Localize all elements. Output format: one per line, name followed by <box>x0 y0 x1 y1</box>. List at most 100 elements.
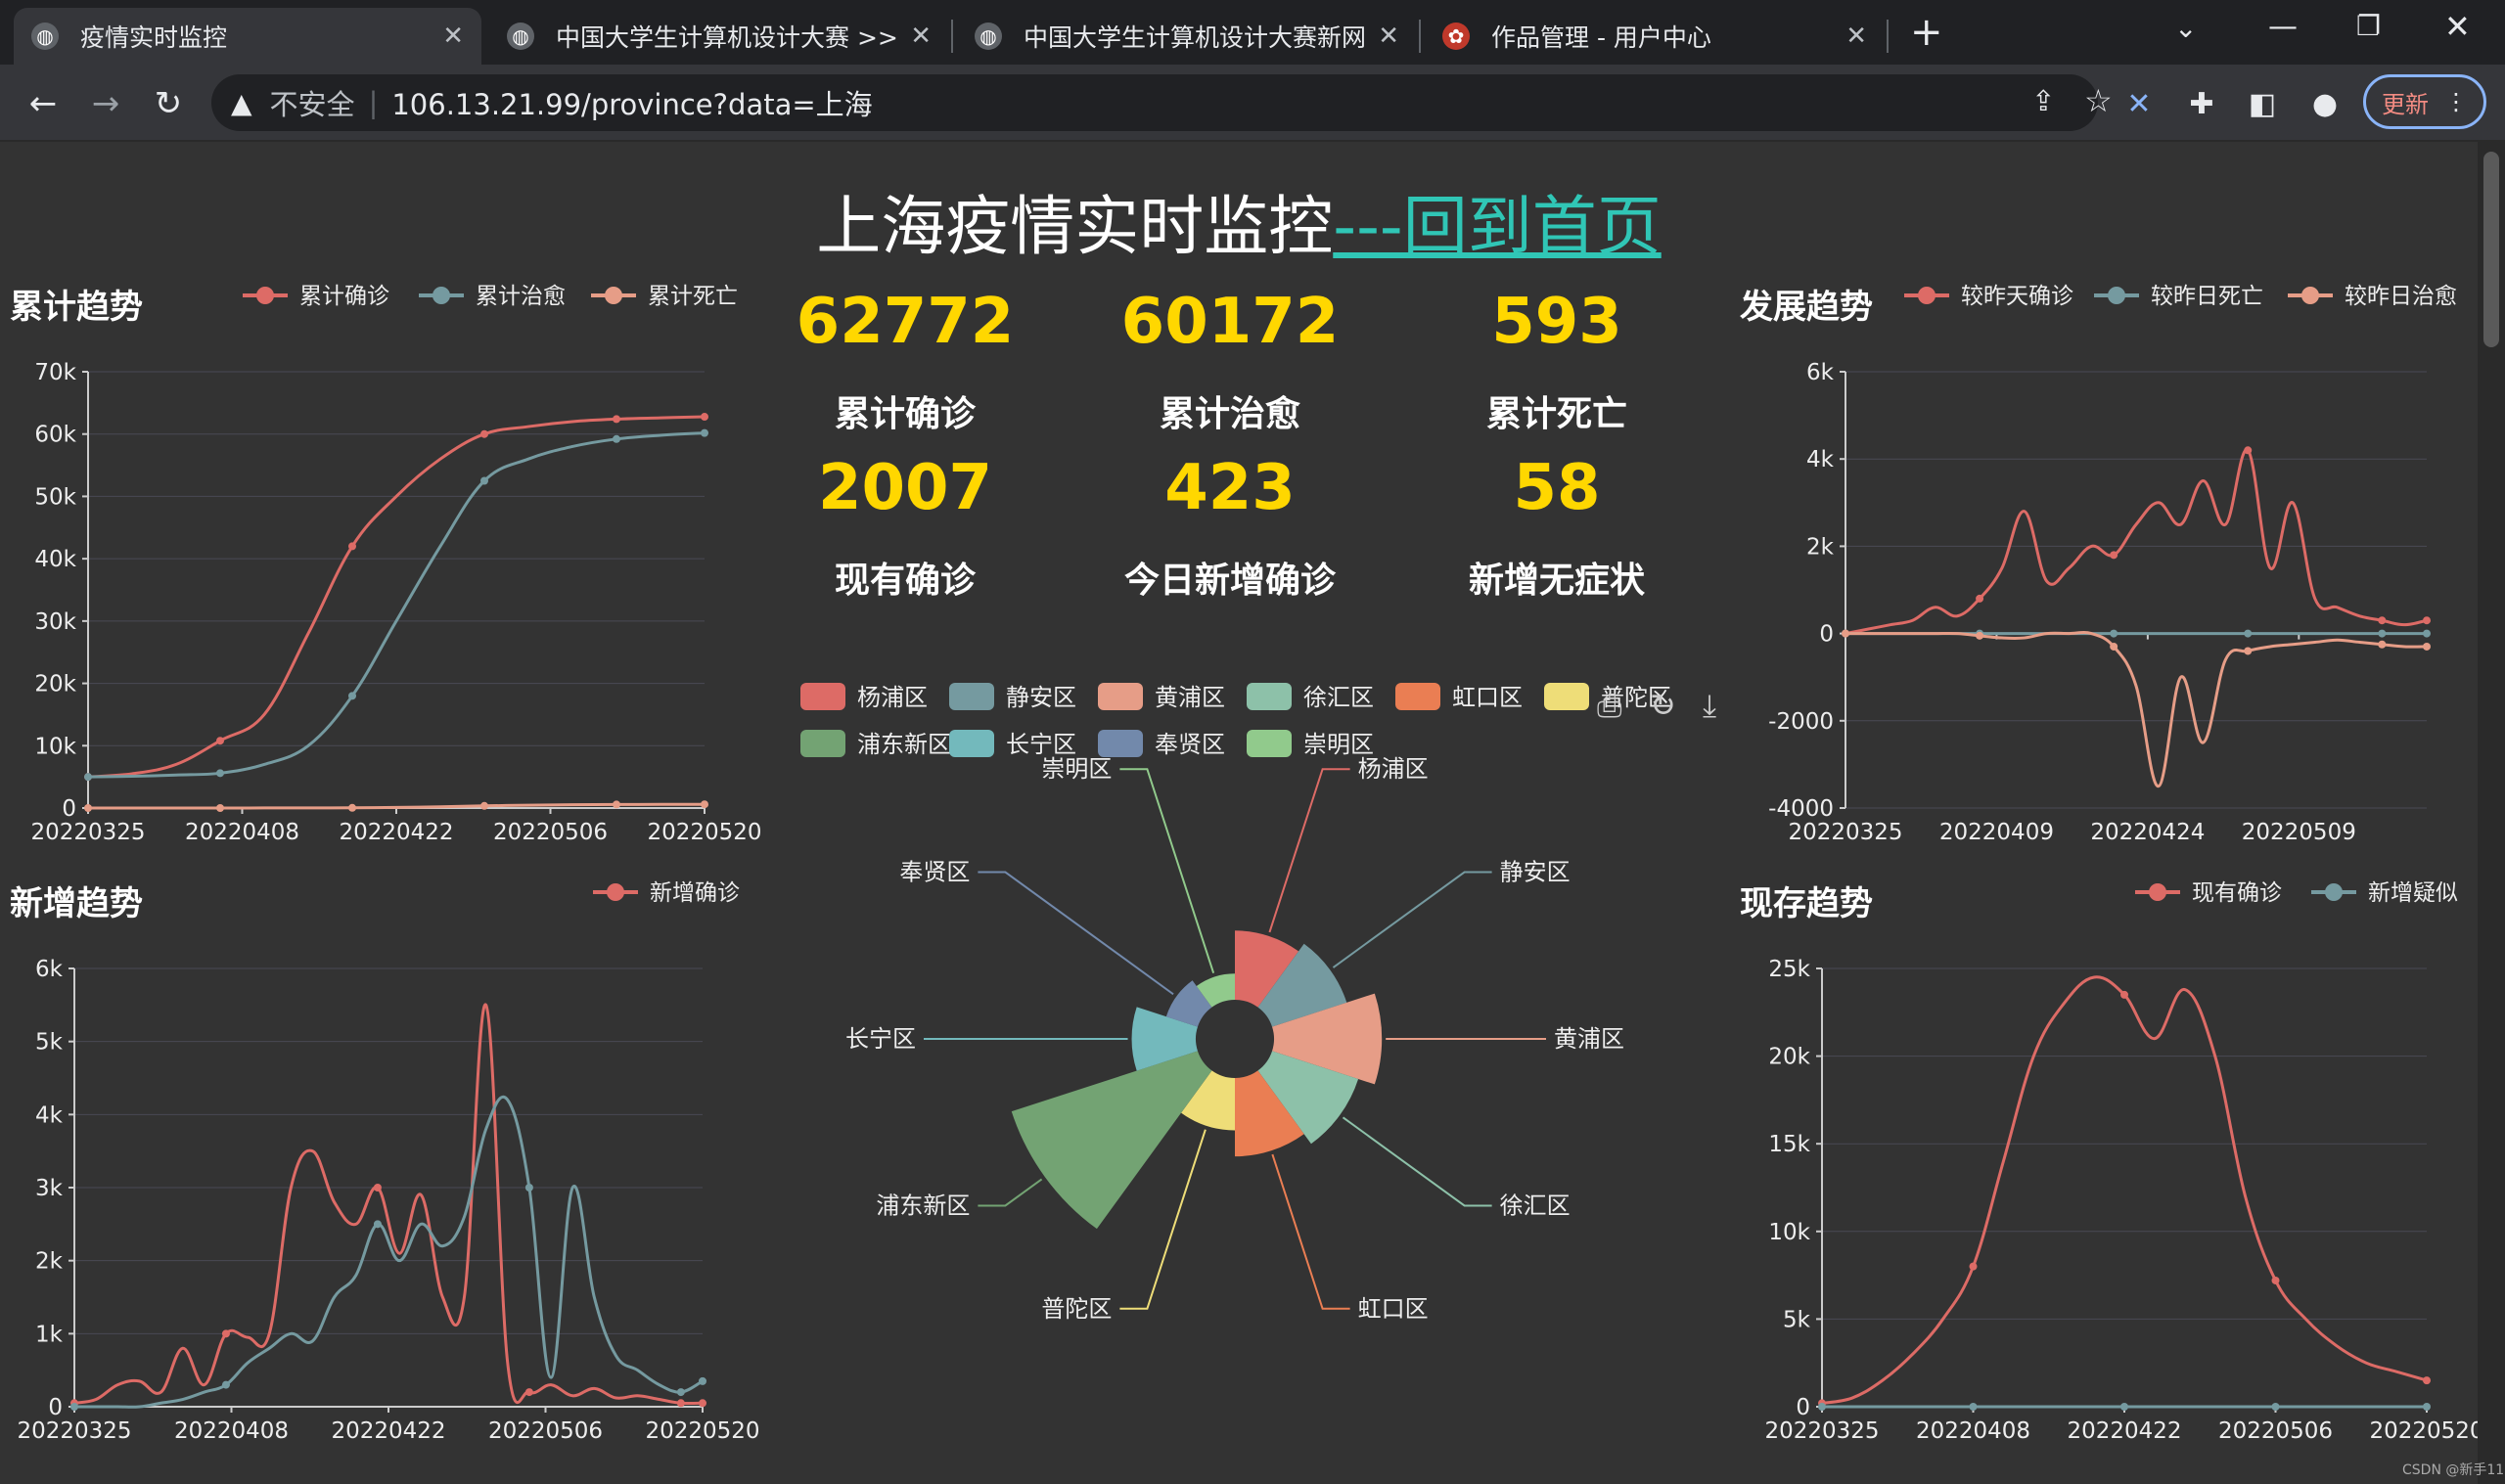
y-tick-label: 0 <box>1819 622 1834 648</box>
legend-label: 崇明区 <box>1303 731 1374 758</box>
data-point <box>221 1380 230 1389</box>
data-point <box>84 804 92 812</box>
url-text[interactable]: 106.13.21.99/province?data=上海 <box>391 88 873 121</box>
legend-swatch <box>949 683 994 710</box>
series-line <box>87 415 706 779</box>
rose-slice <box>1257 1051 1359 1145</box>
panel-title-development: 发展趋势 <box>1740 288 1873 327</box>
series-line <box>73 1096 704 1409</box>
legend-label: 累计治愈 <box>476 284 566 309</box>
data-point <box>2378 616 2387 625</box>
y-tick-label: 5k <box>1783 1307 1811 1332</box>
label-line <box>978 871 1174 996</box>
legend-label: 普陀区 <box>1601 684 1671 711</box>
chart-development: -4000 -2000 0 2k 4k 6k 20220325 20220409 2022042… <box>1768 284 2457 845</box>
legend-item: 黄浦区 <box>1098 683 1225 711</box>
data-point <box>1969 1262 1978 1271</box>
slice-label: 杨浦区 <box>1358 755 1429 783</box>
sidepanel-icon[interactable]: ◧ <box>2248 86 2277 121</box>
x-tick-label: 20220408 <box>1916 1418 2030 1444</box>
x-tick-label: 20220325 <box>30 820 145 845</box>
y-tick-label: 10k <box>34 734 76 759</box>
app-logo-icon: ✿ <box>1442 22 1470 50</box>
x-tick-label: 20220506 <box>493 820 608 845</box>
tab-title: 中国大学生计算机设计大赛 >> 首 <box>556 23 899 52</box>
close-tab-icon[interactable]: ✕ <box>1378 22 1399 51</box>
restore-icon[interactable]: ❐ <box>2356 10 2382 42</box>
series-line <box>1845 631 2428 788</box>
update-button[interactable]: 更新 ⋮ <box>2363 74 2486 129</box>
x-tick-label: 20220422 <box>339 820 453 845</box>
data-point <box>524 1388 533 1397</box>
slice-label: 崇明区 <box>1041 755 1112 783</box>
data-point <box>2120 990 2128 999</box>
address-bar[interactable]: ▲ 不安全 | 106.13.21.99/province?data=上海 ⇪ … <box>211 74 2113 131</box>
back-icon[interactable]: ← <box>28 84 58 123</box>
tab-4[interactable]: ✿ 作品管理 - 用户中心 ✕ <box>1425 8 1885 65</box>
star-icon[interactable]: ☆ <box>2084 82 2113 119</box>
data-point <box>2423 642 2431 651</box>
rose-slice <box>1181 1070 1235 1131</box>
data-point <box>2244 446 2253 455</box>
new-tab-icon[interactable]: + <box>1910 10 1943 55</box>
data-point <box>2271 1276 2280 1284</box>
panel-title-cumulative: 累计趋势 <box>10 288 143 327</box>
y-tick-label: 70k <box>34 360 76 385</box>
data-point <box>1976 631 1984 640</box>
forward-icon[interactable]: → <box>91 84 120 123</box>
data-point <box>221 1329 230 1338</box>
data-point <box>2423 616 2431 625</box>
home-link[interactable]: ---回到首页 <box>1333 189 1662 264</box>
stat-value: 2007 <box>817 452 993 524</box>
panel-title-existing: 现存趋势 <box>1740 884 1873 923</box>
x-tick-label: 20220424 <box>2090 820 2205 845</box>
minimize-icon[interactable]: — <box>2268 10 2298 44</box>
data-point <box>676 1388 685 1397</box>
extension-x-icon[interactable]: ✕ <box>2126 86 2152 121</box>
share-icon[interactable]: ⇪ <box>2031 84 2056 117</box>
y-tick-label: -2000 <box>1768 709 1834 735</box>
rose-slice <box>1257 943 1347 1027</box>
legend-label: 现有确诊 <box>2192 880 2282 906</box>
y-tick-label: 4k <box>35 1102 64 1128</box>
x-tick-label: 20220506 <box>488 1418 603 1444</box>
legend-label: 累计确诊 <box>299 284 389 309</box>
scrollbar[interactable] <box>2478 142 2505 1484</box>
tab-2[interactable]: ◍ 中国大学生计算机设计大赛 >> 首 ✕ <box>489 8 949 65</box>
y-tick-label: 15k <box>1768 1132 1810 1157</box>
profile-icon[interactable]: ● <box>2311 86 2339 121</box>
data-point <box>2271 1403 2280 1411</box>
legend-item: 较昨天确诊 <box>1904 284 2073 309</box>
data-point <box>613 800 620 809</box>
y-tick-label: 1k <box>35 1322 64 1347</box>
y-tick-label: 40k <box>34 547 76 572</box>
legend-label: 长宁区 <box>1006 731 1076 758</box>
legend-marker <box>2325 883 2343 901</box>
data-point <box>613 415 620 424</box>
puzzle-icon[interactable]: ✚ <box>2189 86 2214 121</box>
data-point <box>1976 594 1984 603</box>
toolbar: ← → ↻ ▲ 不安全 | 106.13.21.99/province?data… <box>0 65 2505 142</box>
x-tick-label: 20220409 <box>1939 820 2054 845</box>
slice-label: 浦东新区 <box>876 1192 970 1219</box>
tab-3[interactable]: ◍ 中国大学生计算机设计大赛新网站 ✕ <box>957 8 1417 65</box>
rose-slice <box>1235 930 1299 1008</box>
close-tab-icon[interactable]: ✕ <box>442 22 464 51</box>
close-tab-icon[interactable]: ✕ <box>1845 22 1867 51</box>
stat-label: 现有确诊 <box>834 561 976 601</box>
stat-value: 58 <box>1513 452 1601 524</box>
close-window-icon[interactable]: ✕ <box>2444 8 2471 45</box>
label-line <box>1119 768 1215 974</box>
reload-icon[interactable]: ↻ <box>154 84 183 123</box>
series-line <box>87 431 706 779</box>
close-tab-icon[interactable]: ✕ <box>910 22 932 51</box>
tab-separator <box>951 20 953 53</box>
scrollbar-thumb[interactable] <box>2483 152 2499 347</box>
x-tick-label: 20220422 <box>331 1418 445 1444</box>
insecure-label: 不安全 <box>269 88 355 121</box>
tab-1[interactable]: ◍ 疫情实时监控 ✕ <box>14 8 481 65</box>
slice-label: 普陀区 <box>1041 1295 1112 1323</box>
legend-swatch <box>1395 683 1440 710</box>
chevron-down-icon[interactable]: ⌄ <box>2174 12 2198 44</box>
